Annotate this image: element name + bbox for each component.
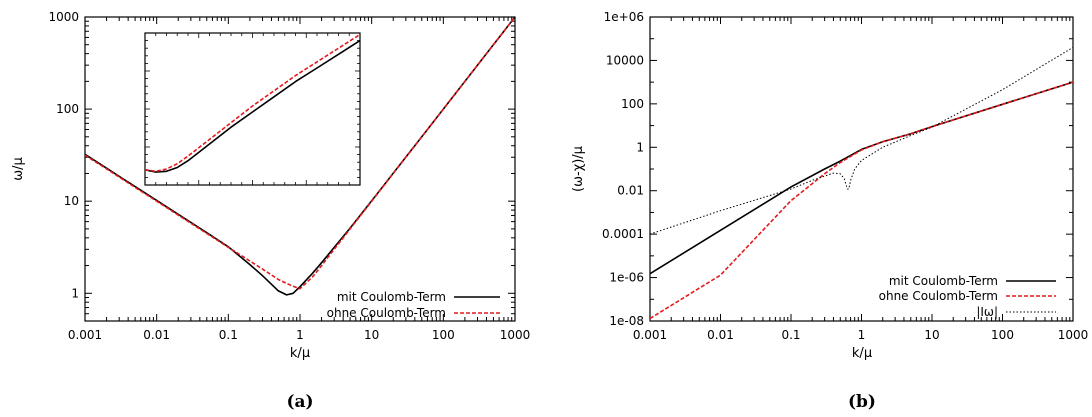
y-tick-label: 10	[64, 194, 79, 208]
x-tick-label: 100	[432, 328, 455, 342]
x-tick-label: 10	[924, 328, 939, 342]
panel-a-inset-ticks	[145, 33, 360, 185]
series-line-1	[85, 17, 515, 296]
panel-b-x-axis-label: k/μ	[852, 346, 872, 361]
y-tick-label: 0.01	[617, 184, 644, 198]
y-tick-label: 1	[71, 286, 79, 300]
panel-b-legend-label-1: mit Coulomb-Term	[889, 274, 998, 288]
y-tick-label: 1000	[48, 10, 79, 24]
y-tick-label: 0.0001	[602, 227, 644, 241]
x-tick-label: 0.1	[781, 328, 800, 342]
panel-a-y-tick-labels: 1 10 100 1000	[48, 10, 79, 300]
inset-series-line-2	[144, 33, 361, 173]
x-tick-label: 0.001	[68, 328, 102, 342]
panel-b-y-axis-label: (ω-χ)/μ	[571, 146, 586, 192]
series-line-2	[85, 17, 515, 290]
y-tick-label: 100	[621, 97, 644, 111]
panel-a-x-axis-label: k/μ	[290, 346, 310, 361]
x-tick-label: 1	[858, 328, 866, 342]
y-tick-label: 1e-06	[609, 271, 644, 285]
panel-a-caption: (a)	[286, 392, 313, 412]
panel-b-frame	[649, 16, 1074, 322]
series-line-1	[650, 81, 1073, 275]
panel-b-caption: (b)	[848, 392, 876, 412]
panel-b-ticks	[649, 16, 1074, 322]
panel-a-x-tick-labels: 0.001 0.01 0.1 1 10 100 1000	[68, 328, 530, 342]
panel-a-legend-label-1: mit Coulomb-Term	[337, 290, 446, 304]
x-tick-label: 1000	[1058, 328, 1089, 342]
panel-b-y-tick-labels: 1e-08 1e-06 0.0001 0.01 1 100 10000 1e+06	[602, 10, 644, 328]
panel-a-legend-label-2: ohne Coulomb-Term	[327, 306, 446, 320]
panel-a-series	[85, 17, 515, 296]
panel-b-plot: 0.001 0.01 0.1 1 10 100 1000 1e-08 1e-06 0.0001 0…	[571, 10, 1088, 412]
x-tick-label: 0.001	[633, 328, 667, 342]
panel-a-plot: 0.001 0.01 0.1 1 10 100 1000 1 10 100 1000 k/μ ω/…	[11, 10, 530, 412]
panel-b-legend-label-2: ohne Coulomb-Term	[879, 289, 998, 303]
y-tick-label: 1	[636, 140, 644, 154]
y-tick-label: 100	[56, 102, 79, 116]
x-tick-label: 100	[991, 328, 1014, 342]
x-tick-label: 1000	[500, 328, 531, 342]
panel-b-x-tick-labels: 0.001 0.01 0.1 1 10 100 1000	[633, 328, 1088, 342]
panel-a-legend: mit Coulomb-Term ohne Coulomb-Term	[327, 290, 500, 320]
panel-b-legend: mit Coulomb-Term ohne Coulomb-Term |Iω|	[879, 274, 1056, 319]
y-tick-label: 10000	[606, 53, 644, 67]
panel-a-ticks	[84, 16, 516, 322]
y-tick-label: 1e+06	[604, 10, 644, 24]
panel-b-series	[650, 46, 1073, 320]
panel-a-y-axis-label: ω/μ	[11, 157, 26, 181]
x-tick-label: 1	[296, 328, 304, 342]
x-tick-label: 0.01	[707, 328, 734, 342]
x-tick-label: 0.01	[143, 328, 170, 342]
inset-series-line-1	[144, 39, 361, 173]
x-tick-label: 0.1	[219, 328, 238, 342]
y-tick-label: 1e-08	[609, 314, 644, 328]
panel-a-inset-series	[144, 33, 361, 173]
x-tick-label: 10	[364, 328, 379, 342]
series-line-3	[650, 46, 1073, 235]
series-line-2	[650, 81, 1073, 320]
panel-b-legend-label-3: |Iω|	[976, 305, 998, 319]
